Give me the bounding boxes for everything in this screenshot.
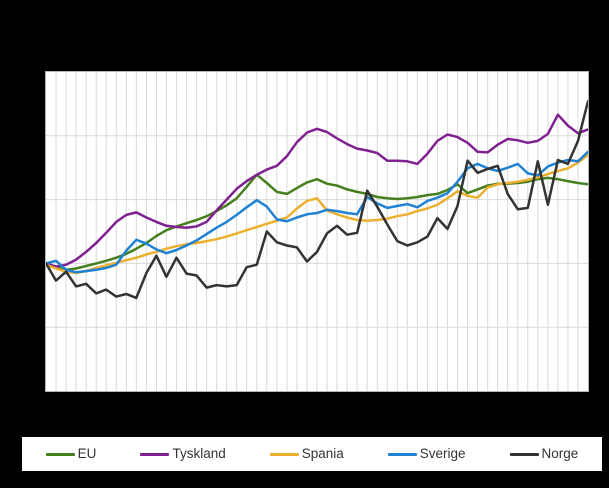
chart-canvas bbox=[46, 72, 588, 391]
legend-item-norge[interactable]: Norge bbox=[509, 446, 579, 462]
series-line-spania bbox=[46, 153, 588, 275]
legend-label: EU bbox=[77, 446, 97, 462]
legend-item-spania[interactable]: Spania bbox=[269, 446, 344, 462]
plot-area bbox=[45, 71, 589, 392]
gridlines bbox=[46, 72, 588, 391]
series-line-sverige bbox=[46, 150, 588, 274]
legend-item-sverige[interactable]: Sverige bbox=[387, 446, 466, 462]
legend-label: Spania bbox=[301, 446, 344, 462]
legend-item-eu[interactable]: EU bbox=[45, 446, 97, 462]
legend-bar: EU Tyskland Spania Sverige Norge bbox=[22, 437, 602, 471]
norge-line-swatch-icon bbox=[509, 452, 539, 456]
eu-line-swatch-icon bbox=[45, 452, 75, 456]
series-line-norge bbox=[46, 100, 588, 300]
legend-label: Norge bbox=[541, 446, 579, 462]
legend-label: Tyskland bbox=[172, 446, 226, 462]
series-line-tyskland bbox=[46, 113, 588, 268]
legend-item-tyskland[interactable]: Tyskland bbox=[140, 446, 226, 462]
sverige-line-swatch-icon bbox=[387, 452, 417, 456]
spania-line-swatch-icon bbox=[269, 452, 299, 456]
tyskland-line-swatch-icon bbox=[140, 452, 170, 456]
legend-label: Sverige bbox=[419, 446, 466, 462]
